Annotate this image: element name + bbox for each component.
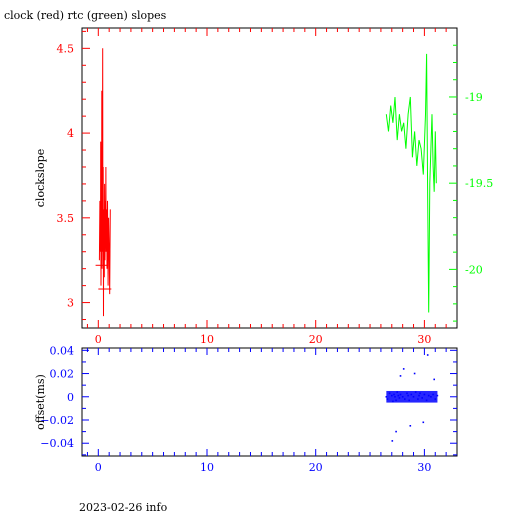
slope-x-tick-label: 30 — [417, 333, 431, 346]
offset-point — [422, 421, 425, 424]
footer-date-info: 2023-02-26 info — [79, 501, 168, 512]
slope-left-tick-label: 3.5 — [57, 212, 75, 225]
offset-point — [409, 425, 412, 427]
offset-x-tick-label: 20 — [309, 461, 323, 474]
offset-point — [397, 394, 400, 397]
slope-right-tick-label: -19 — [465, 91, 483, 104]
slope-x-tick-label: 0 — [95, 333, 102, 346]
offset-point — [394, 396, 396, 398]
slope-right-ticks: -19 -19.5 -20 — [449, 44, 493, 322]
offset-point — [399, 375, 402, 377]
slope-right-tick-label: -20 — [465, 263, 483, 276]
offset-point — [418, 394, 420, 397]
offset-point — [393, 393, 395, 396]
offset-x-tick-label: 0 — [95, 461, 102, 474]
offset-point — [410, 393, 413, 396]
slope-series — [95, 48, 437, 317]
slope-left-ticks: 3 3.5 4 4.5 — [57, 30, 90, 321]
offset-point — [413, 372, 416, 375]
offset-point — [407, 394, 409, 397]
offset-point — [436, 394, 439, 397]
slope-ylabel: clockslope — [34, 149, 47, 207]
offset-point — [385, 396, 388, 398]
offset-point — [386, 398, 389, 400]
slope-plot-frame — [81, 27, 458, 329]
offset-x-tick-label: 10 — [200, 461, 214, 474]
offset-point — [432, 393, 434, 396]
offset-point — [427, 394, 430, 397]
offset-point — [414, 391, 417, 393]
offset-point — [419, 392, 421, 395]
offset-point — [423, 393, 426, 396]
slope-left-tick-label: 4 — [67, 127, 74, 140]
offset-point — [395, 430, 397, 433]
offset-point — [433, 378, 435, 381]
offset-y-tick-label: −0.02 — [40, 414, 74, 427]
offset-point — [391, 394, 393, 397]
offset-point — [417, 398, 419, 400]
offset-y-tick-label: 0.02 — [50, 368, 75, 381]
slope-right-tick-label: -19.5 — [465, 177, 493, 190]
offset-x-tick-label: 30 — [417, 461, 431, 474]
offset-point — [421, 397, 423, 399]
offset-point — [408, 399, 410, 402]
offset-series — [385, 354, 439, 442]
offset-x-ticks: 0 10 20 30 — [86, 348, 447, 474]
offset-y-ticks: 0.04 0.02 0 −0.02 −0.04 — [40, 344, 457, 456]
offset-ylabel: offset(ms) — [34, 374, 47, 430]
offset-point — [412, 396, 415, 398]
offset-point — [396, 391, 398, 393]
offset-point — [392, 400, 394, 403]
rtc-slope-line — [385, 53, 437, 313]
offset-point — [404, 398, 406, 400]
offset-panel: offset(ms) 0 10 20 30 0.04 0.02 0 −0.02 −0.04 — [34, 344, 458, 474]
slope-left-tick-label: 4.5 — [57, 42, 75, 55]
slope-x-tick-label: 20 — [309, 333, 323, 346]
offset-point — [402, 368, 405, 370]
offset-point — [434, 398, 437, 400]
offset-point — [426, 354, 429, 356]
offset-point — [395, 399, 397, 402]
slope-panel: clockslope 0 10 20 30 3 3.5 4 4.5 -19 -19.5 -20 — [34, 27, 493, 346]
offset-point — [398, 397, 401, 399]
offset-y-tick-label: −0.04 — [40, 437, 74, 450]
offset-y-tick-label: 0 — [67, 391, 74, 404]
offset-point — [399, 393, 402, 396]
offset-point — [406, 392, 408, 395]
slope-x-ticks: 0 10 20 30 — [86, 28, 447, 346]
offset-point — [425, 399, 428, 402]
offset-point — [391, 440, 394, 442]
offset-point — [430, 396, 432, 398]
offset-dense-band — [386, 390, 438, 403]
offset-y-tick-label: 0.04 — [50, 344, 75, 357]
offset-plot-frame — [81, 347, 458, 457]
slope-left-tick-label: 3 — [67, 297, 74, 310]
chart-title: clock (red) rtc (green) slopes — [4, 9, 167, 22]
offset-point — [388, 392, 391, 395]
offset-point — [401, 396, 404, 398]
clock-slope-line — [98, 48, 111, 317]
slope-x-tick-label: 10 — [200, 333, 214, 346]
